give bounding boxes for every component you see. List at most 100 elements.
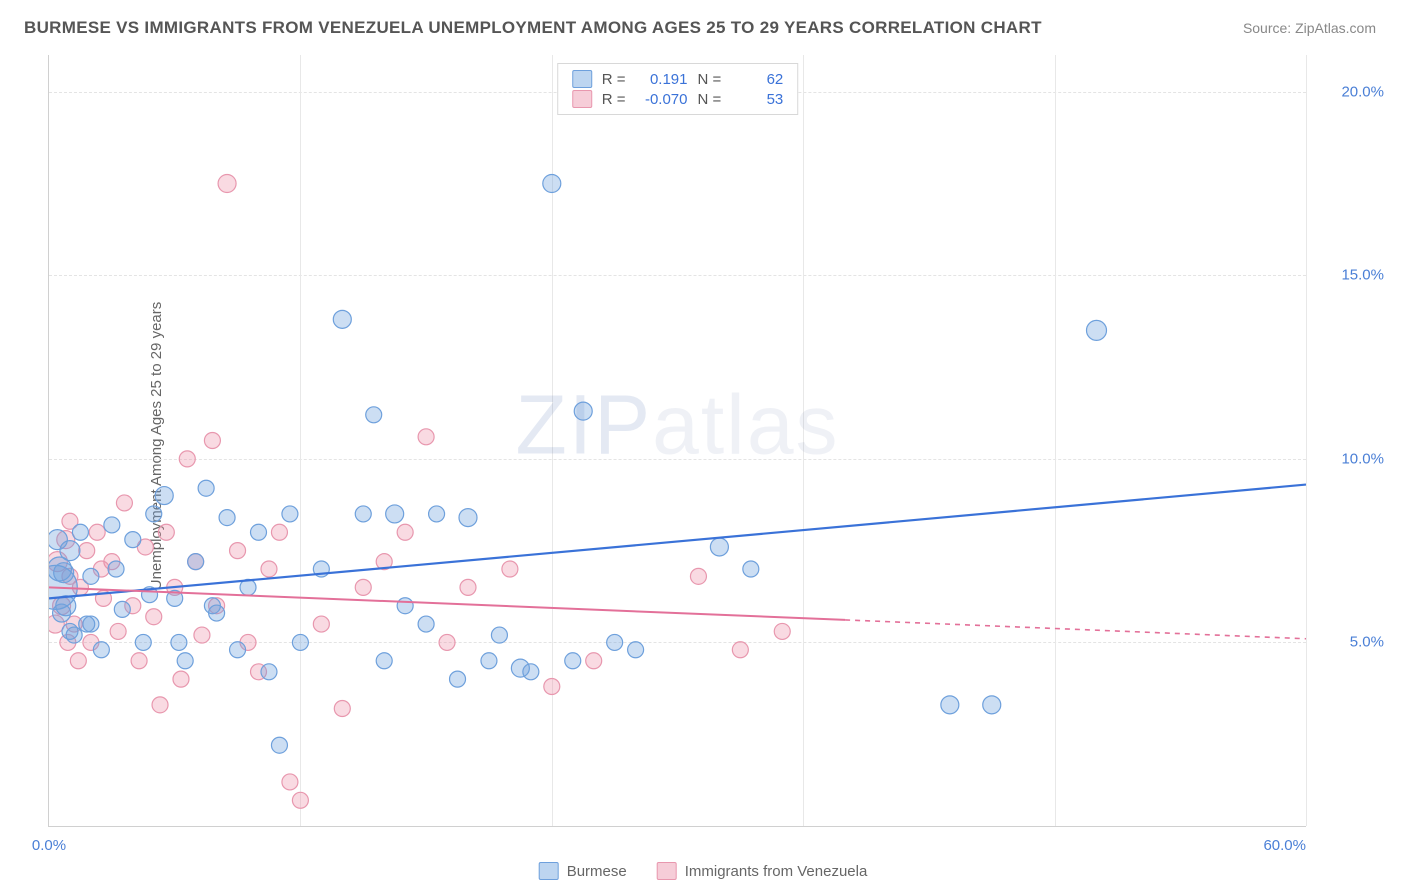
data-point bbox=[397, 598, 413, 614]
data-point bbox=[743, 561, 759, 577]
data-point bbox=[386, 505, 404, 523]
data-point bbox=[219, 510, 235, 526]
data-point bbox=[574, 402, 592, 420]
data-point bbox=[79, 543, 95, 559]
data-point bbox=[334, 701, 350, 717]
data-point bbox=[93, 561, 109, 577]
data-point bbox=[460, 579, 476, 595]
data-point bbox=[49, 615, 64, 633]
data-point bbox=[261, 561, 277, 577]
legend-swatch-1 bbox=[572, 90, 592, 108]
data-point bbox=[230, 642, 246, 658]
data-point bbox=[774, 623, 790, 639]
data-point bbox=[116, 495, 132, 511]
data-point bbox=[125, 532, 141, 548]
data-point bbox=[53, 604, 71, 622]
chart-title: BURMESE VS IMMIGRANTS FROM VENEZUELA UNE… bbox=[24, 18, 1042, 38]
data-point bbox=[66, 616, 82, 632]
legend-row-series-0: R = 0.191 N = 62 bbox=[572, 70, 784, 88]
source-label: Source: ZipAtlas.com bbox=[1243, 20, 1376, 36]
data-point bbox=[251, 664, 267, 680]
data-point bbox=[152, 697, 168, 713]
ytick-label: 15.0% bbox=[1341, 267, 1384, 284]
data-point bbox=[142, 587, 158, 603]
legend-swatch-0 bbox=[572, 70, 592, 88]
gridline-v bbox=[552, 55, 553, 826]
n-label: N = bbox=[698, 71, 722, 88]
data-point bbox=[209, 605, 225, 621]
data-point bbox=[104, 517, 120, 533]
data-point bbox=[60, 541, 80, 561]
data-point bbox=[146, 609, 162, 625]
chart-area: ZIPatlas R = 0.191 N = 62 R = -0.070 N =… bbox=[48, 55, 1306, 827]
correlation-legend: R = 0.191 N = 62 R = -0.070 N = 53 bbox=[557, 63, 799, 115]
data-point bbox=[282, 506, 298, 522]
data-point bbox=[313, 616, 329, 632]
gridline-h bbox=[49, 275, 1306, 276]
data-point bbox=[230, 543, 246, 559]
data-point bbox=[240, 579, 256, 595]
data-point bbox=[418, 616, 434, 632]
data-point bbox=[204, 433, 220, 449]
gridline-h bbox=[49, 459, 1306, 460]
watermark-suffix: atlas bbox=[652, 378, 839, 472]
data-point bbox=[491, 627, 507, 643]
data-point bbox=[450, 671, 466, 687]
data-point bbox=[49, 530, 67, 550]
data-point bbox=[79, 616, 95, 632]
data-point bbox=[523, 664, 539, 680]
data-point bbox=[155, 487, 173, 505]
trend-line bbox=[49, 587, 845, 620]
data-point bbox=[137, 539, 153, 555]
data-point bbox=[429, 506, 445, 522]
data-point bbox=[104, 554, 120, 570]
data-point bbox=[282, 774, 298, 790]
n-value-0: 62 bbox=[731, 71, 783, 88]
data-point bbox=[66, 627, 82, 643]
data-point bbox=[502, 561, 518, 577]
data-point bbox=[418, 429, 434, 445]
legend-row-series-1: R = -0.070 N = 53 bbox=[572, 90, 784, 108]
watermark-prefix: ZIP bbox=[515, 378, 652, 472]
trend-line bbox=[49, 485, 1306, 599]
data-point bbox=[218, 175, 236, 193]
data-point bbox=[173, 671, 189, 687]
ytick-label: 10.0% bbox=[1341, 450, 1384, 467]
data-point bbox=[53, 597, 71, 615]
data-point bbox=[397, 524, 413, 540]
r-label: R = bbox=[602, 71, 626, 88]
data-point bbox=[355, 579, 371, 595]
data-point bbox=[93, 642, 109, 658]
legend-swatch-icon bbox=[539, 862, 559, 880]
data-point bbox=[57, 531, 75, 549]
data-point bbox=[167, 590, 183, 606]
xtick-label: 60.0% bbox=[1263, 837, 1306, 854]
data-point bbox=[481, 653, 497, 669]
data-point bbox=[49, 557, 71, 581]
data-point bbox=[198, 480, 214, 496]
gridline-v bbox=[803, 55, 804, 826]
xtick-label: 0.0% bbox=[32, 837, 66, 854]
ytick-label: 5.0% bbox=[1350, 634, 1384, 651]
data-point bbox=[628, 642, 644, 658]
data-point bbox=[72, 524, 88, 540]
data-point bbox=[72, 579, 88, 595]
data-point bbox=[983, 696, 1001, 714]
legend-label-1: Immigrants from Venezuela bbox=[685, 863, 868, 880]
data-point bbox=[333, 310, 351, 328]
n-value-1: 53 bbox=[731, 91, 783, 108]
legend-label-0: Burmese bbox=[567, 863, 627, 880]
legend-item-0: Burmese bbox=[539, 862, 627, 880]
data-point bbox=[732, 642, 748, 658]
data-point bbox=[62, 623, 78, 639]
data-point bbox=[108, 561, 124, 577]
data-point bbox=[710, 538, 728, 556]
data-point bbox=[188, 554, 204, 570]
data-point bbox=[62, 513, 78, 529]
data-point bbox=[131, 653, 147, 669]
data-point bbox=[167, 579, 183, 595]
data-point bbox=[355, 506, 371, 522]
data-point bbox=[114, 601, 130, 617]
gridline-v bbox=[1306, 55, 1307, 826]
data-point bbox=[62, 568, 78, 584]
